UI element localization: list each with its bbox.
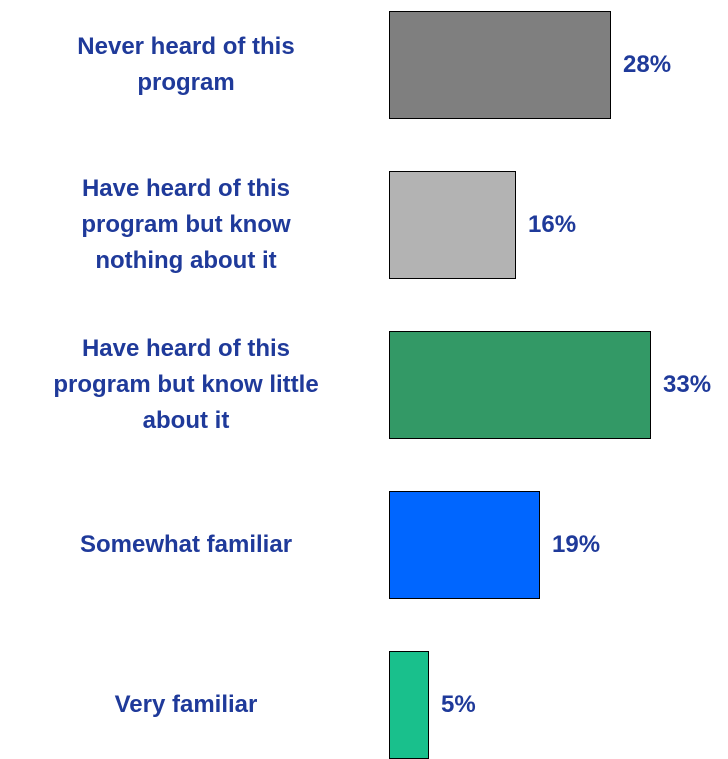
category-label: Have heard of this program but know noth… [81, 175, 291, 274]
bar [389, 651, 429, 759]
value-label: 16% [528, 211, 577, 238]
bar [389, 331, 651, 439]
value-label: 33% [663, 371, 712, 398]
bar [389, 491, 540, 599]
value-label: 19% [552, 531, 601, 558]
category-label: Have heard of this program but know litt… [53, 335, 319, 434]
value-label: 5% [441, 691, 476, 718]
category-label: Very familiar [114, 691, 258, 718]
bar [389, 11, 611, 119]
bar [389, 171, 516, 279]
category-label: Never heard of this program [77, 33, 295, 96]
category-label: Somewhat familiar [79, 531, 293, 558]
value-label: 28% [623, 51, 672, 78]
